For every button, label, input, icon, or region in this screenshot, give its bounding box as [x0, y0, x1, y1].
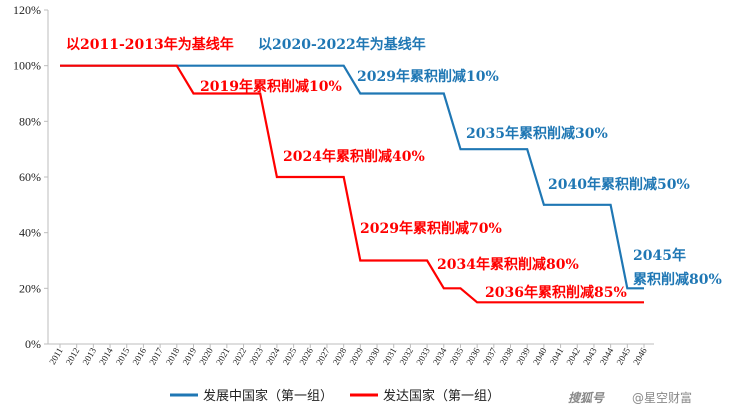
x-tick-label: 2030 — [364, 346, 382, 367]
x-tick-label: 2013 — [80, 346, 98, 367]
x-tick-label: 2026 — [297, 346, 315, 367]
y-tick-label: 80% — [19, 114, 41, 128]
legend-label: 发达国家（第一组） — [383, 388, 500, 404]
x-tick-label: 2046 — [631, 346, 649, 367]
annotation-label: 以2020-2022年为基线年 — [258, 36, 426, 53]
x-tick-label: 2012 — [64, 346, 82, 367]
legend-label: 发展中国家（第一组） — [203, 388, 333, 404]
x-tick-label: 2020 — [197, 346, 215, 367]
annotation-label: 2045年 — [633, 247, 686, 264]
x-tick-label: 2014 — [97, 346, 115, 367]
x-tick-label: 2032 — [397, 346, 415, 367]
x-tick-label: 2036 — [464, 346, 482, 367]
y-tick-label: 120% — [13, 3, 41, 17]
x-tick-label: 2023 — [247, 346, 265, 367]
x-tick-label: 2029 — [347, 346, 365, 367]
x-tick-label: 2042 — [564, 346, 582, 367]
x-tick-label: 2019 — [181, 346, 199, 367]
annotation-label: 2035年累积削减30% — [466, 125, 608, 142]
x-tick-label: 2018 — [164, 346, 182, 367]
x-tick-label: 2034 — [431, 346, 449, 367]
x-tick-label: 2044 — [598, 346, 616, 367]
annotation-label: 2036年累积削减85% — [485, 284, 627, 301]
watermark-logo: 搜狐号 — [568, 391, 605, 405]
x-tick-label: 2045 — [614, 346, 632, 367]
x-tick-label: 2038 — [498, 346, 516, 367]
x-axis-ticks: 2011 2012 2013 2014 2015 2016 2017 2018 2019 2020… — [47, 344, 649, 367]
watermark-account: @星空财富 — [632, 390, 692, 405]
x-tick-label: 2027 — [314, 346, 332, 367]
x-tick-label: 2040 — [531, 346, 549, 367]
annotation-label: 2029年累积削减10% — [357, 68, 499, 85]
y-tick-label: 60% — [19, 170, 41, 184]
annotation-label: 累积削减80% — [633, 271, 722, 288]
x-tick-label: 2033 — [414, 346, 432, 367]
x-tick-label: 2043 — [581, 346, 599, 367]
y-tick-label: 0% — [25, 337, 41, 351]
x-tick-label: 2021 — [214, 346, 232, 367]
y-tick-label: 40% — [19, 226, 41, 240]
x-tick-label: 2024 — [264, 346, 282, 367]
annotation-label: 2019年累积削减10% — [200, 78, 342, 95]
annotation-label: 2040年累积削减50% — [548, 176, 690, 193]
x-tick-label: 2028 — [331, 346, 349, 367]
x-tick-label: 2016 — [131, 346, 149, 367]
y-axis-ticks: 0% 20% 40% 60% 80% 100% 120% — [13, 3, 48, 351]
x-tick-label: 2011 — [47, 346, 64, 366]
x-tick-label: 2017 — [147, 346, 165, 367]
watermark: 搜狐号 @星空财富 — [568, 390, 692, 405]
x-tick-label: 2035 — [448, 346, 466, 367]
x-tick-label: 2039 — [514, 346, 532, 367]
x-tick-label: 2022 — [231, 346, 249, 367]
annotation-label: 2024年累积削减40% — [283, 148, 425, 165]
x-tick-label: 2025 — [281, 346, 299, 367]
annotation-label: 2034年累积削减80% — [437, 256, 579, 273]
y-tick-label: 100% — [13, 59, 41, 73]
x-tick-label: 2041 — [548, 346, 566, 367]
x-tick-label: 2031 — [381, 346, 399, 367]
x-tick-label: 2037 — [481, 346, 499, 367]
annotation-label: 以2011-2013年为基线年 — [66, 36, 234, 53]
legend: 发展中国家（第一组） 发达国家（第一组） — [170, 388, 500, 404]
y-tick-label: 20% — [19, 281, 41, 295]
x-tick-label: 2015 — [114, 346, 132, 367]
annotation-label: 2029年累积削减70% — [360, 220, 502, 237]
